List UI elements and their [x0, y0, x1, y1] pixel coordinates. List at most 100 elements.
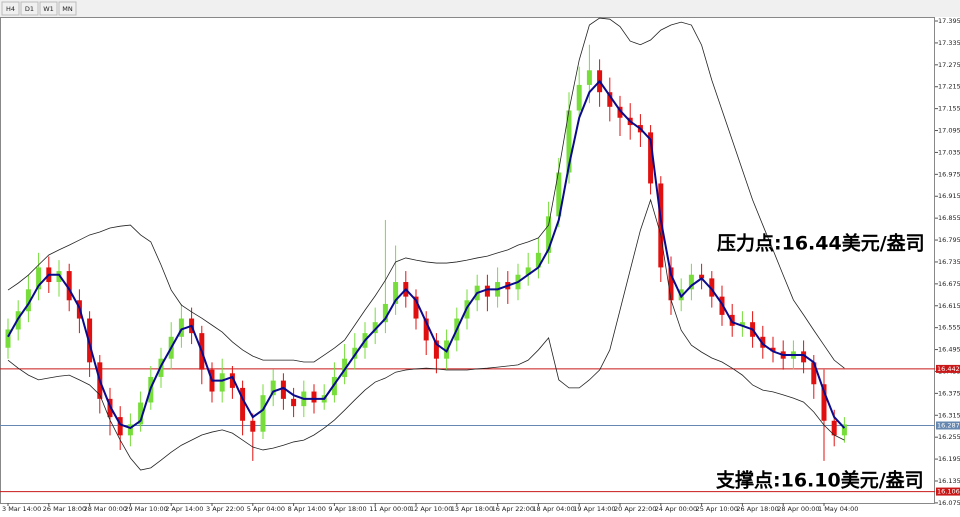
candle-body [535, 252, 541, 268]
x-tick-label: 3 Apr 22:00 [206, 505, 244, 513]
resistance-annotation: 压力点:16.44美元/盎司 [717, 232, 925, 255]
candle-body [331, 376, 337, 396]
y-tick-label: 16.555 [938, 324, 960, 332]
y-tick-label: 16.315 [938, 411, 960, 419]
x-tick-label: 20 Apr 22:00 [614, 505, 656, 513]
y-tick-label: 16.855 [938, 214, 960, 222]
timeframe-label[interactable]: W1 [43, 5, 54, 13]
x-tick-label: 28 Mar 00:00 [84, 505, 127, 513]
candle-body [699, 274, 705, 279]
y-tick-label: 16.615 [938, 302, 960, 310]
y-tick-label: 17.395 [938, 17, 960, 25]
y-tick-label: 17.215 [938, 83, 960, 91]
candle-body [576, 84, 582, 111]
candle-body [648, 132, 654, 184]
candle-body [688, 274, 694, 290]
candle-body [760, 336, 766, 348]
candle-body [770, 347, 776, 352]
price-level-box [936, 487, 960, 496]
candle-body [260, 395, 266, 432]
candle-body [36, 267, 42, 290]
timeframe-label[interactable]: H4 [6, 5, 15, 13]
y-tick-label: 17.155 [938, 105, 960, 113]
candle-body [433, 340, 439, 359]
y-tick-label: 16.675 [938, 280, 960, 288]
timeframe-button[interactable] [58, 1, 77, 16]
candle-body [56, 271, 62, 283]
candle-body [372, 322, 378, 334]
timeframe-label[interactable]: MN [62, 5, 73, 13]
candle-body [546, 216, 552, 253]
candle-body [66, 271, 72, 301]
candle-body [280, 380, 286, 399]
support-annotation: 支撑点:16.10美元/盎司 [715, 469, 924, 492]
x-tick-label: 19 Apr 14:00 [573, 505, 615, 513]
x-tick-label: 3 Mar 14:00 [2, 505, 41, 513]
x-tick-label: 29 Mar 10:00 [124, 505, 167, 513]
candle-body [556, 172, 562, 217]
candle-body [342, 358, 348, 377]
y-tick-label: 16.495 [938, 346, 960, 354]
candle-body [801, 351, 807, 363]
candle-body [382, 303, 388, 323]
timeframe-label[interactable]: D1 [25, 5, 34, 13]
y-tick-label: 16.195 [938, 455, 960, 463]
y-tick-label: 16.975 [938, 170, 960, 178]
price-level-label: 16.106 [937, 488, 960, 496]
moving-average-line [7, 79, 846, 430]
candle-body [25, 289, 31, 312]
candle-body [240, 387, 246, 421]
candle-body [178, 318, 184, 337]
candle-body [831, 420, 837, 436]
candle-body [739, 322, 745, 326]
candle-body [393, 282, 399, 304]
y-tick-label: 16.915 [938, 192, 960, 200]
candle-body [219, 373, 225, 392]
x-tick-label: 8 Apr 14:00 [288, 505, 326, 513]
y-tick-label: 16.735 [938, 258, 960, 266]
x-tick-label: 5 Apr 04:00 [247, 505, 285, 513]
candle-body [423, 318, 429, 341]
y-tick-label: 17.275 [938, 61, 960, 69]
x-tick-label: 11 Apr 00:00 [369, 505, 411, 513]
y-tick-label: 17.335 [938, 39, 960, 47]
y-tick-label: 16.255 [938, 433, 960, 441]
candle-body [127, 424, 133, 436]
band-line [7, 17, 845, 369]
timeframe-button[interactable] [39, 1, 58, 16]
x-tick-label: 25 Apr 10:00 [696, 505, 738, 513]
y-tick-label: 16.795 [938, 236, 960, 244]
candle-body [668, 267, 674, 301]
y-tick-label: 16.135 [938, 477, 960, 485]
x-tick-label: 1 May 04:00 [818, 505, 858, 513]
x-tick-label: 26 Apr 18:00 [736, 505, 778, 513]
candle-body [607, 92, 613, 107]
timeframe-button[interactable] [1, 1, 20, 16]
candle-body [229, 373, 235, 388]
candle-body [5, 329, 11, 348]
candle-body [617, 106, 623, 118]
candle-body [566, 110, 572, 173]
x-tick-label: 26 Mar 18:00 [43, 505, 86, 513]
candle-body [709, 278, 715, 297]
x-tick-label: 13 Apr 18:00 [451, 505, 493, 513]
candle-body [484, 285, 490, 297]
timeframe-button[interactable] [20, 1, 39, 16]
plot-frame [0, 17, 935, 504]
y-tick-label: 17.035 [938, 148, 960, 156]
y-tick-label: 16.075 [938, 499, 960, 507]
x-tick-label: 2 Apr 14:00 [165, 505, 203, 513]
band-line [7, 198, 845, 471]
candle-body [413, 296, 419, 319]
candle-body [352, 347, 358, 359]
x-tick-label: 12 Apr 10:00 [410, 505, 452, 513]
candle-body [250, 420, 256, 432]
candle-body [821, 384, 827, 421]
x-tick-label: 16 Apr 22:00 [492, 505, 534, 513]
candle-body [270, 380, 276, 396]
x-tick-label: 28 Apr 00:00 [777, 505, 819, 513]
y-tick-label: 17.095 [938, 127, 960, 135]
x-tick-label: 9 Apr 18:00 [328, 505, 366, 513]
price-level-box [936, 421, 960, 430]
